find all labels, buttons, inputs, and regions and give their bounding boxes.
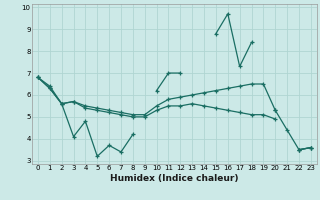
X-axis label: Humidex (Indice chaleur): Humidex (Indice chaleur) [110,174,239,183]
